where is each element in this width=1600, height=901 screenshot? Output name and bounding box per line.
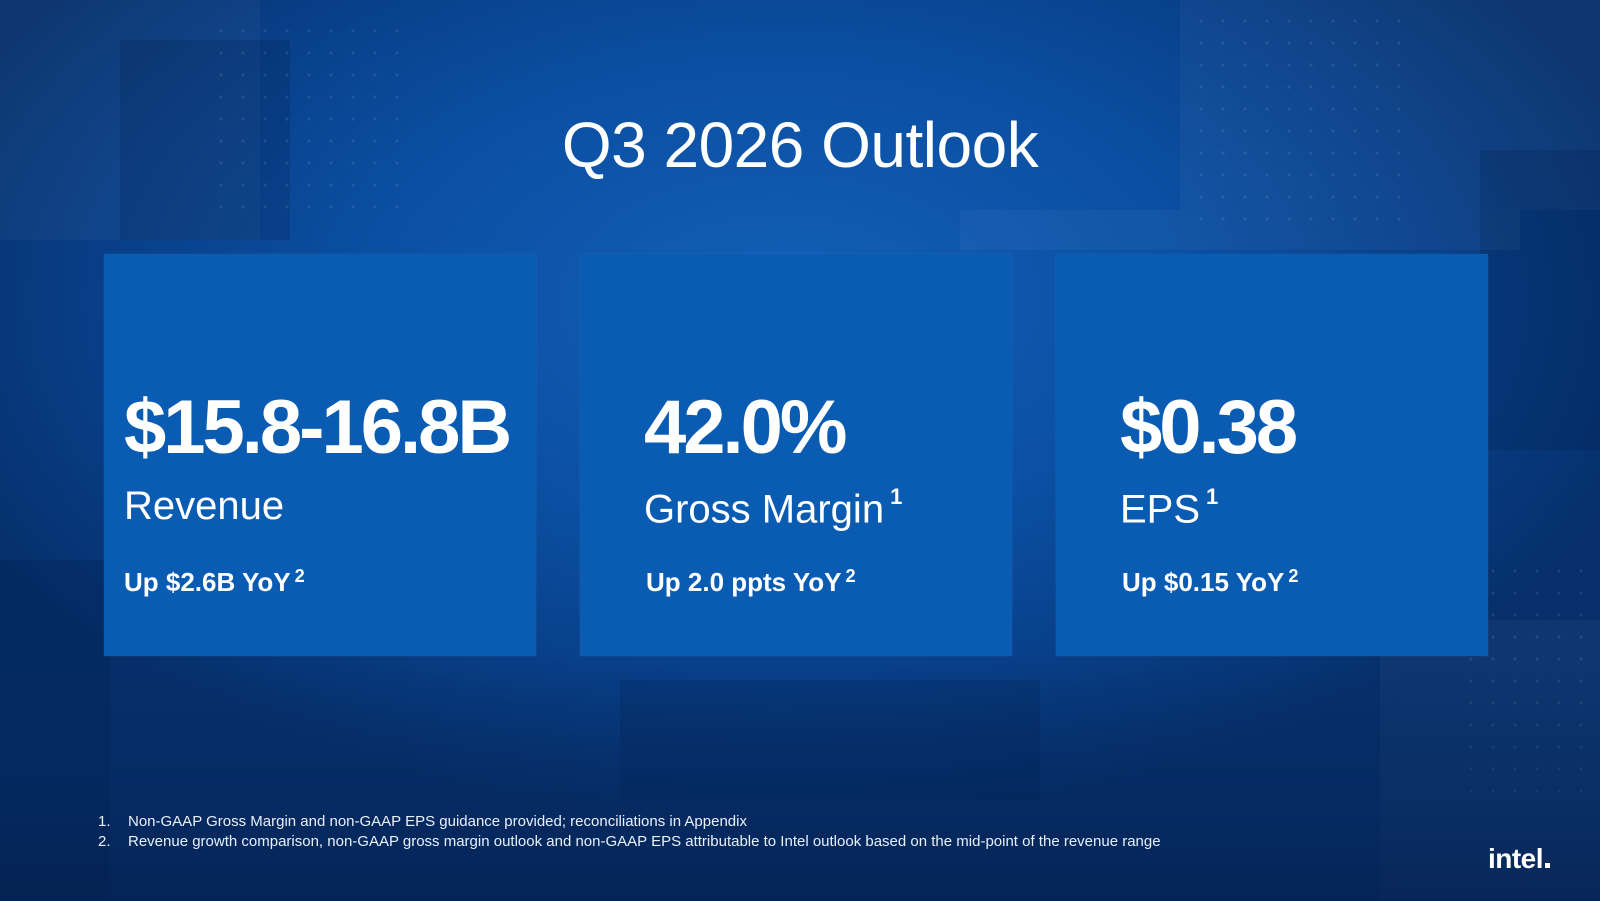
gross-margin-value: 42.0% — [644, 385, 847, 470]
revenue-growth-text: Up $2.6B YoY — [124, 567, 291, 598]
eps-value: $0.38 — [1120, 385, 1298, 470]
footnotes: 1. Non-GAAP Gross Margin and non-GAAP EP… — [98, 812, 1161, 852]
footnote-number: 2. — [98, 833, 111, 850]
eps-growth-text: Up $0.15 YoY — [1122, 567, 1285, 598]
footnote-marker: 2 — [1288, 566, 1299, 586]
revenue-label: Revenue — [124, 484, 284, 529]
revenue-value: $15.8-16.8B — [124, 385, 512, 470]
revenue-growth: Up $2.6B YoY 2 — [124, 566, 305, 598]
footnote-marker: 1 — [1206, 484, 1219, 509]
intel-logo: intel — [1488, 843, 1550, 875]
gross-margin-label-text: Gross Margin — [644, 487, 885, 532]
eps-growth: Up $0.15 YoY 2 — [1122, 566, 1298, 598]
footnote-text: Non-GAAP Gross Margin and non-GAAP EPS g… — [128, 813, 747, 830]
footnote-marker: 2 — [294, 566, 305, 586]
gross-margin-growth-text: Up 2.0 ppts YoY — [646, 567, 842, 598]
gross-margin-card: 42.0% Gross Margin 1 Up 2.0 ppts YoY 2 — [580, 254, 1012, 656]
gross-margin-growth: Up 2.0 ppts YoY 2 — [646, 566, 856, 598]
logo-dot-icon — [1545, 863, 1550, 868]
intel-logo-text: intel — [1487, 843, 1544, 874]
revenue-label-text: Revenue — [124, 484, 285, 528]
eps-label: EPS 1 — [1120, 484, 1218, 533]
eps-card: $0.38 EPS 1 Up $0.15 YoY 2 — [1056, 254, 1488, 656]
footnote-marker: 2 — [845, 566, 856, 586]
footnote-number: 1. — [98, 813, 111, 830]
eps-label-text: EPS — [1120, 487, 1201, 532]
footnote-text: Revenue growth comparison, non-GAAP gros… — [128, 833, 1161, 850]
gross-margin-label: Gross Margin 1 — [644, 484, 902, 533]
footnote-1: 1. Non-GAAP Gross Margin and non-GAAP EP… — [98, 812, 1161, 832]
revenue-card: $15.8-16.8B Revenue Up $2.6B YoY 2 — [104, 254, 536, 656]
footnote-2: 2. Revenue growth comparison, non-GAAP g… — [98, 832, 1161, 852]
footnote-marker: 1 — [890, 484, 903, 509]
slide-title: Q3 2026 Outlook — [561, 109, 1039, 181]
